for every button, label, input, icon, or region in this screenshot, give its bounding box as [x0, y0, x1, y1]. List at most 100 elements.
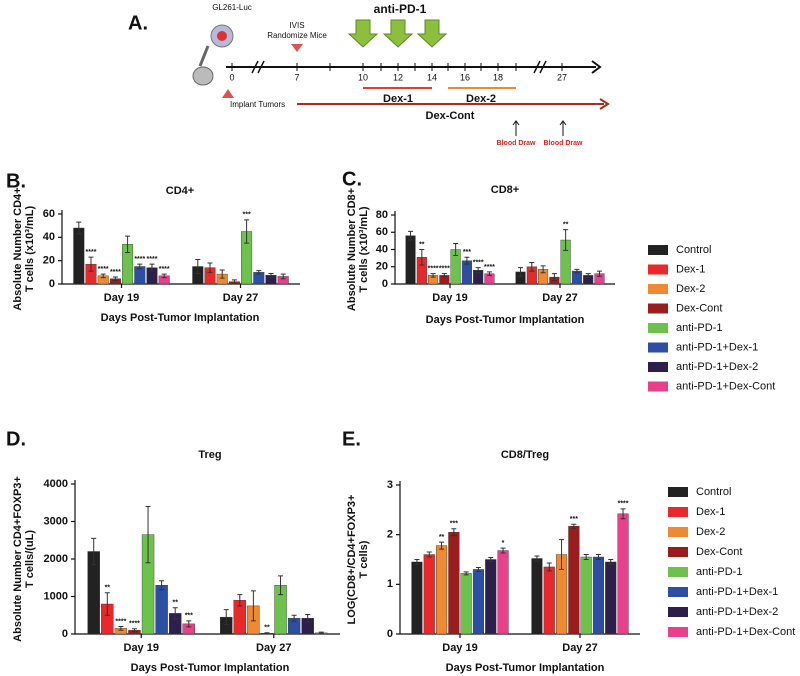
y-axis-title: T cells (x10³/mL) [24, 206, 36, 293]
error-bar [419, 249, 425, 266]
y-tick-label: 40 [376, 243, 388, 255]
legend-swatch [648, 264, 668, 275]
error-bar [430, 273, 436, 278]
x-tick-label: Day 19 [104, 292, 139, 304]
legend-swatch [668, 587, 688, 597]
error-bar [149, 263, 155, 272]
legend-label: Control [676, 244, 711, 256]
imaging-label: IVIS [289, 21, 304, 30]
day-ticks [231, 63, 563, 71]
error-bar [486, 271, 492, 276]
bar [497, 550, 509, 635]
cell-icon [217, 31, 227, 41]
x-tick-label: Day 27 [223, 292, 258, 304]
error-bar [244, 219, 250, 244]
schedule-label: Dex-2 [466, 93, 496, 105]
x-axis-title: Days Post-Tumor Implantation [131, 662, 290, 674]
day-label: 27 [557, 72, 567, 82]
error-bar [475, 267, 481, 274]
legend-swatch [648, 323, 668, 333]
error-bar [291, 614, 297, 622]
legend-swatch [668, 547, 688, 557]
legend-swatch [648, 381, 668, 392]
significance-label: **** [129, 621, 140, 628]
error-bar [223, 609, 229, 626]
significance-label: **** [134, 256, 145, 263]
significance-label: *** [463, 249, 471, 256]
legend-swatch [668, 487, 688, 497]
bar [580, 556, 592, 635]
bar [423, 554, 435, 635]
legend-swatch [648, 303, 668, 314]
error-bar [408, 230, 414, 241]
error-bar [463, 571, 469, 576]
significance-label: *** [450, 521, 458, 528]
bar [531, 558, 543, 635]
legend-label: Dex-1 [696, 506, 725, 518]
error-bar [488, 557, 494, 562]
bar [617, 513, 629, 635]
bar [592, 556, 604, 635]
schedule-label: Dex-Cont [426, 110, 475, 122]
legend-label: Dex-1 [676, 263, 705, 275]
bar [605, 561, 617, 635]
x-tick-label: Day 19 [124, 642, 159, 654]
significance-label: ** [439, 534, 445, 541]
legend-label: Dex-2 [696, 526, 725, 538]
significance-label: * [502, 540, 505, 547]
chart-title: CD8+ [491, 184, 519, 196]
error-bar [186, 620, 192, 628]
y-tick-label: 60 [376, 226, 388, 238]
day-label: 12 [393, 72, 403, 82]
legend-swatch [668, 507, 688, 517]
significance-label: ** [172, 600, 178, 607]
significance-label: ** [264, 625, 270, 632]
significance-label: **** [439, 265, 450, 272]
y-axis-title: T cells/(uL) [24, 530, 36, 588]
bar [405, 235, 416, 285]
error-bar [172, 607, 178, 620]
error-bar [620, 508, 626, 520]
y-axis-title: Absolute Number CD4+FOXP3+ [12, 476, 24, 642]
error-bar [91, 537, 97, 566]
chart-title: CD4+ [166, 185, 194, 197]
bar [543, 566, 555, 635]
significance-label: **** [147, 256, 158, 263]
error-bar [500, 547, 506, 554]
legend-swatch [648, 284, 668, 294]
x-tick-label: Day 27 [256, 642, 291, 654]
significance-label: *** [570, 516, 578, 523]
error-bar [100, 273, 106, 279]
error-bar [125, 235, 131, 253]
error-bar [145, 506, 151, 564]
legend-swatch [648, 342, 668, 353]
panel-label: E. [342, 428, 361, 450]
y-tick-label: 1000 [44, 590, 68, 602]
marker [291, 44, 303, 52]
error-bar [563, 229, 569, 251]
timeline-panel: A. anti-PD-1 GL261-Luc IVIS Randomize Mi… [128, 2, 610, 147]
y-tick-label: 1 [387, 578, 393, 590]
legend-label: Dex-Cont [696, 546, 742, 558]
y-tick-label: 4000 [44, 478, 68, 490]
significance-label: **** [159, 266, 170, 273]
syringe-icon [198, 45, 210, 67]
y-axis-title: Absolute Number CD8+ [346, 188, 358, 311]
day-label: 14 [427, 72, 437, 82]
error-bar [256, 270, 262, 275]
legend-label: Dex-2 [676, 283, 705, 295]
error-bar [534, 555, 540, 562]
legend-label: anti-PD-1+Dex-Cont [696, 626, 795, 638]
legend-label: Control [696, 486, 731, 498]
y-tick-label: 60 [43, 208, 55, 220]
panel-label: C. [342, 168, 362, 190]
treatment-label: anti-PD-1 [374, 2, 427, 16]
legend-label: anti-PD-1+Dex-2 [696, 606, 778, 618]
bar [485, 559, 497, 635]
imaging-label: Randomize Mice [267, 31, 327, 40]
error-bar [280, 273, 286, 280]
y-tick-label: 20 [43, 255, 55, 267]
error-bar [551, 273, 557, 282]
panel-label: D. [6, 428, 26, 450]
y-tick-label: 0 [382, 278, 388, 290]
